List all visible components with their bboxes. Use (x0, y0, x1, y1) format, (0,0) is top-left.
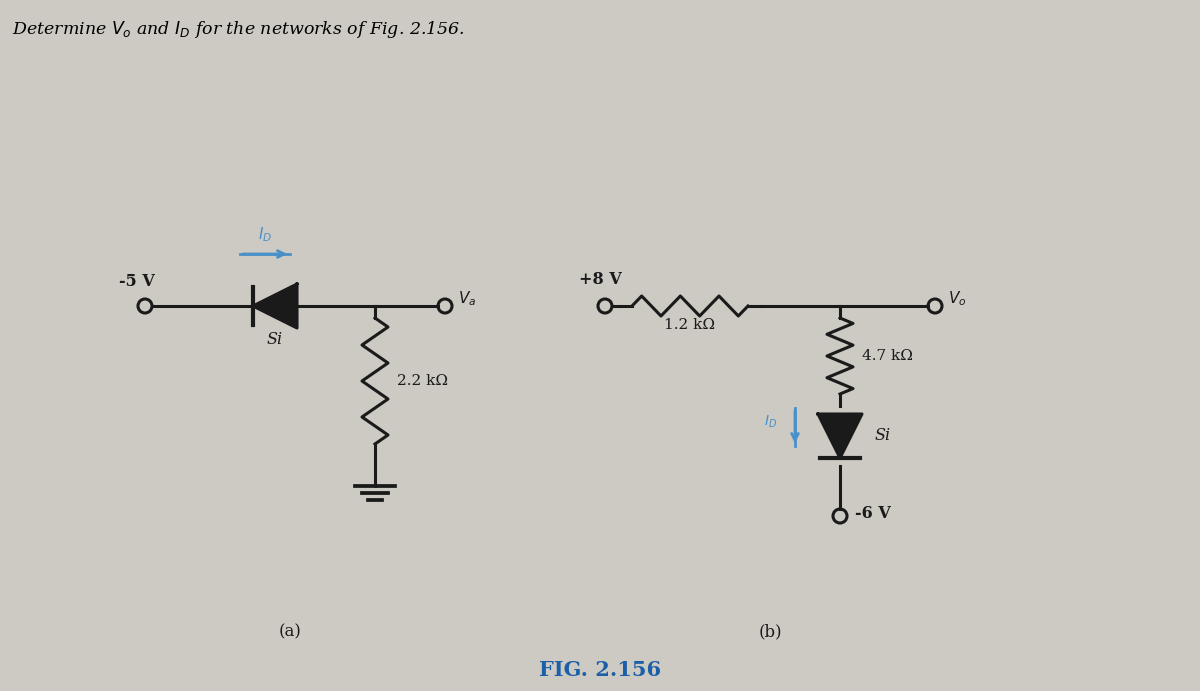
Text: $I_D$: $I_D$ (764, 414, 778, 430)
Text: +8 V: +8 V (578, 271, 622, 288)
Text: -6 V: -6 V (856, 505, 890, 522)
Text: Si: Si (266, 331, 283, 348)
Text: $V_o$: $V_o$ (948, 289, 966, 307)
Text: 4.7 kΩ: 4.7 kΩ (862, 349, 913, 363)
Text: 2.2 kΩ: 2.2 kΩ (397, 374, 448, 388)
Text: (a): (a) (278, 623, 301, 640)
Text: $I_D$: $I_D$ (258, 225, 272, 244)
Text: Determine $V_o$ and $I_D$ for the networks of Fig. 2.156.: Determine $V_o$ and $I_D$ for the networ… (12, 19, 464, 40)
Polygon shape (818, 414, 862, 458)
Text: 1.2 kΩ: 1.2 kΩ (665, 318, 715, 332)
Text: Si: Si (875, 428, 892, 444)
Text: (b): (b) (758, 623, 782, 640)
Text: $V_a$: $V_a$ (458, 289, 476, 307)
Text: FIG. 2.156: FIG. 2.156 (539, 660, 661, 680)
Polygon shape (253, 284, 298, 328)
Text: -5 V: -5 V (119, 273, 155, 290)
